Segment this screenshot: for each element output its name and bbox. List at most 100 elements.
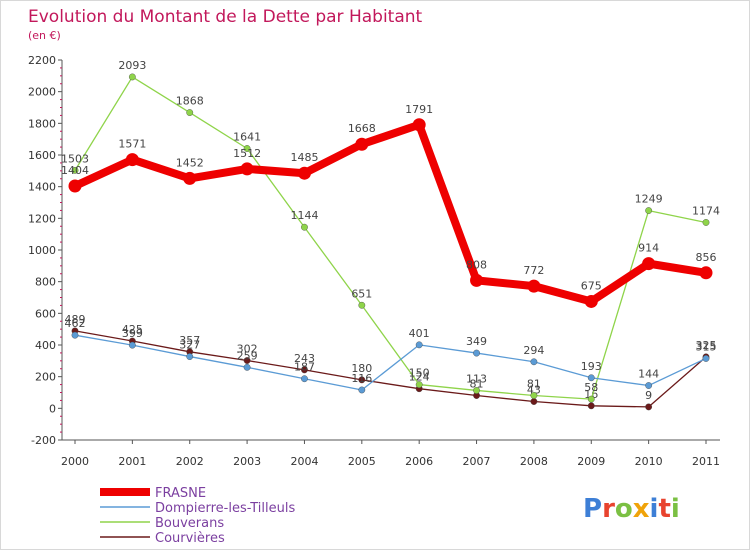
data-point — [243, 145, 251, 152]
y-tick-label: 1600 — [28, 149, 56, 162]
data-label: 675 — [581, 279, 602, 292]
y-tick-label: 200 — [35, 371, 56, 384]
legend-label: Bouverans — [155, 516, 224, 531]
data-point — [71, 331, 79, 339]
brand-letter: P — [583, 494, 602, 524]
data-point — [186, 353, 194, 360]
data-point — [415, 381, 423, 388]
brand-logo: Proxiti — [583, 494, 680, 524]
data-label: 327 — [179, 339, 200, 352]
data-label: 150 — [409, 367, 430, 380]
x-tick-label: 2010 — [635, 455, 663, 468]
data-point — [587, 374, 595, 382]
data-label: 399 — [122, 327, 143, 340]
data-label: 113 — [466, 372, 487, 385]
series-line — [74, 76, 707, 400]
data-point — [71, 166, 79, 174]
data-label: 193 — [581, 360, 602, 373]
data-point — [68, 179, 82, 193]
data-label: 1512 — [233, 147, 261, 160]
brand-text: Proxiti — [583, 494, 680, 524]
data-point — [645, 207, 653, 214]
y-tick-label: 1200 — [28, 212, 56, 225]
data-point — [530, 398, 538, 405]
data-label: 1249 — [635, 193, 663, 206]
data-label: 489 — [65, 313, 86, 326]
data-label: 349 — [466, 335, 487, 348]
data-point — [645, 403, 653, 411]
data-label: 81 — [527, 378, 541, 391]
data-point — [527, 279, 541, 293]
data-label: 144 — [638, 368, 659, 381]
data-label: 808 — [466, 258, 487, 271]
data-point — [587, 395, 595, 403]
data-point — [358, 386, 366, 394]
x-tick-label: 2001 — [118, 455, 146, 468]
axes: -200 0 200 400 600 800 1000 1200 1400 1600 1800 200… — [28, 54, 720, 468]
data-label: 81 — [470, 378, 484, 391]
data-label: 1452 — [176, 156, 204, 169]
series-line — [71, 120, 710, 306]
legend-item: FRASNE — [100, 486, 206, 501]
y-tick-label: -200 — [31, 434, 56, 447]
x-tick-label: 2004 — [290, 455, 318, 468]
x-tick-label: 2002 — [176, 455, 204, 468]
data-label: 1144 — [290, 209, 318, 222]
x-tick-label: 2007 — [463, 455, 491, 468]
data-label: 856 — [696, 251, 717, 264]
data-point — [358, 376, 366, 384]
legend: FRASNEDompierre-les-TilleulsBouveransCou… — [100, 486, 295, 546]
data-point — [470, 273, 484, 287]
data-point — [358, 301, 366, 309]
y-tick-label: 1400 — [28, 181, 56, 194]
data-point — [186, 109, 194, 116]
data-point — [473, 387, 480, 394]
data-label: 401 — [409, 327, 430, 340]
data-point — [584, 294, 598, 308]
data-label: 1174 — [692, 204, 720, 217]
data-point — [642, 257, 656, 271]
legend-label: Dompierre-les-Tilleuls — [155, 501, 295, 516]
data-point — [412, 118, 426, 132]
series-line — [74, 334, 707, 391]
data-point — [128, 341, 136, 349]
legend-item: Courvières — [100, 531, 225, 546]
data-point — [128, 73, 136, 81]
brand-letter: x — [633, 494, 650, 524]
data-point — [301, 366, 308, 374]
y-tick-label: 2000 — [28, 86, 56, 99]
data-point — [530, 358, 538, 366]
data-label: 651 — [351, 287, 372, 300]
y-tick-label: 1000 — [28, 244, 56, 257]
y-tick-label: 800 — [35, 276, 56, 289]
data-label: 315 — [696, 340, 717, 353]
data-label: 2093 — [118, 59, 146, 72]
data-label: 180 — [351, 362, 372, 375]
data-label: 16 — [584, 388, 598, 401]
legend-label: Courvières — [155, 531, 225, 546]
brand-letter: o — [615, 494, 633, 524]
x-tick-label: 2003 — [233, 455, 261, 468]
data-point — [301, 375, 308, 383]
series-line — [74, 330, 707, 408]
data-label: 1791 — [405, 103, 433, 116]
data-point — [183, 171, 197, 185]
series-frasne: 1404 1571 1452 1512 1485 1668 1791 808 772 675 914… — [61, 103, 717, 308]
data-point — [587, 402, 595, 410]
data-point — [415, 341, 423, 349]
data-label: 124 — [409, 371, 430, 384]
data-label: 462 — [65, 317, 86, 330]
data-point — [297, 166, 311, 180]
legend-item: Dompierre-les-Tilleuls — [100, 501, 295, 516]
data-label: 1571 — [118, 138, 146, 151]
data-point — [355, 137, 369, 151]
data-label: 325 — [696, 339, 717, 352]
data-label: 772 — [523, 264, 544, 277]
y-tick-label: 0 — [49, 402, 56, 415]
y-tick-label: 400 — [35, 339, 56, 352]
data-point — [702, 355, 710, 362]
